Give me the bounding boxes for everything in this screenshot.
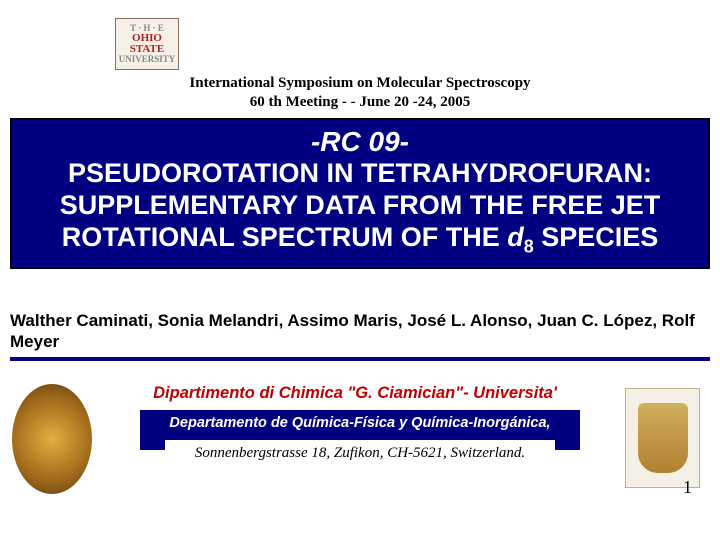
affiliation-1: Dipartimento di Chimica "G. Ciamician"- … — [100, 384, 610, 403]
logo-line4: UNIVERSITY — [119, 55, 176, 64]
university-seal-icon — [12, 384, 92, 494]
title-part-b: SPECIES — [534, 222, 659, 252]
crest-shield-icon — [638, 403, 688, 473]
ohio-state-logo: T · H · E OHIO STATE UNIVERSITY — [115, 18, 179, 70]
header-line2: 60 th Meeting - - June 20 -24, 2005 — [0, 93, 720, 112]
affiliation-3-dot: . — [521, 445, 525, 461]
title-sub: 8 — [524, 236, 534, 256]
title-em: d — [507, 222, 524, 252]
talk-title: PSEUDOROTATION IN TETRAHYDROFURAN: SUPPL… — [22, 158, 698, 257]
talk-code: -RC 09- — [22, 126, 698, 158]
symposium-header: International Symposium on Molecular Spe… — [0, 74, 720, 112]
affiliation-3: Sonnenbergstrasse 18, Zufikon, CH-5621, … — [195, 445, 522, 461]
author-list: Walther Caminati, Sonia Melandri, Assimo… — [10, 310, 710, 361]
title-box: -RC 09- PSEUDOROTATION IN TETRAHYDROFURA… — [10, 118, 710, 269]
affiliation-3-box: Sonnenbergstrasse 18, Zufikon, CH-5621, … — [165, 440, 555, 466]
affiliation-2: Departamento de Química-Física y Química… — [148, 415, 572, 432]
header-line1: International Symposium on Molecular Spe… — [0, 74, 720, 93]
slide-number: 1 — [683, 477, 692, 498]
crest-icon — [625, 388, 700, 488]
